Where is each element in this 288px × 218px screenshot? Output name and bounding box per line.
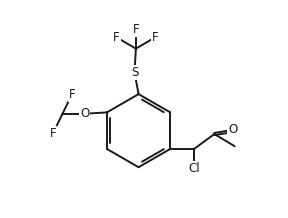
Text: F: F	[113, 31, 120, 44]
Text: F: F	[132, 23, 139, 36]
Text: O: O	[228, 123, 237, 136]
Text: F: F	[69, 88, 75, 101]
Text: S: S	[131, 66, 138, 79]
Text: F: F	[152, 31, 159, 44]
Text: Cl: Cl	[188, 162, 200, 175]
Text: O: O	[80, 107, 89, 120]
Text: F: F	[50, 127, 56, 140]
